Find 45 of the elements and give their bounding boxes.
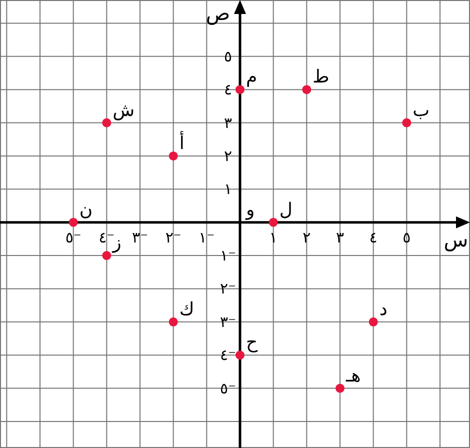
x-tick-label: ١⁻ bbox=[198, 228, 215, 246]
point bbox=[168, 151, 178, 160]
x-tick-label: ١ bbox=[269, 228, 278, 246]
annotation: ب bbox=[412, 100, 430, 121]
x-tick-label: ٣⁻ bbox=[132, 228, 148, 246]
annotation: ط bbox=[312, 66, 330, 88]
x-tick-label: ٥ bbox=[402, 228, 411, 246]
annotation: م bbox=[246, 66, 258, 88]
point bbox=[368, 317, 378, 326]
y-tick-label: ٢⁻ bbox=[220, 280, 236, 298]
point bbox=[268, 218, 278, 227]
y-axis-title: ص bbox=[206, 1, 230, 25]
point bbox=[168, 317, 178, 326]
x-tick-label: ٣ bbox=[336, 228, 344, 246]
point bbox=[302, 85, 312, 94]
y-tick-label: ٤ bbox=[224, 80, 232, 99]
y-tick-label: ١⁻ bbox=[220, 246, 236, 265]
annotation: د bbox=[379, 298, 388, 320]
y-tick-label: ٤⁻ bbox=[220, 346, 236, 364]
point bbox=[102, 251, 112, 260]
annotation: هـ bbox=[345, 365, 361, 386]
y-tick-label: ٥ bbox=[224, 47, 232, 66]
y-tick-label: ١ bbox=[224, 180, 232, 198]
x-tick-label: ٥⁻ bbox=[65, 228, 82, 246]
point bbox=[236, 85, 244, 94]
annotation: ل bbox=[279, 199, 292, 220]
x-tick-label: ٤ bbox=[369, 228, 378, 246]
y-tick-label: ٢ bbox=[224, 146, 232, 165]
y-tick-label: ٥⁻ bbox=[220, 379, 236, 398]
annotation: ن bbox=[79, 199, 93, 220]
point bbox=[68, 218, 78, 227]
annotation: ح bbox=[246, 332, 258, 354]
annotation: ك bbox=[179, 298, 194, 320]
annotation: ش bbox=[112, 100, 135, 121]
x-axis-title: س bbox=[444, 227, 468, 252]
point bbox=[402, 118, 412, 128]
point bbox=[102, 118, 112, 128]
x-tick-label: ٢⁻ bbox=[165, 228, 182, 246]
annotation: و bbox=[245, 199, 255, 220]
x-tick-label: ٢ bbox=[302, 228, 311, 246]
point bbox=[236, 350, 244, 360]
y-tick-label: ٣ bbox=[224, 114, 232, 132]
annotation: أ bbox=[179, 130, 184, 154]
y-tick-label: ٣⁻ bbox=[220, 312, 236, 331]
point bbox=[336, 384, 344, 393]
